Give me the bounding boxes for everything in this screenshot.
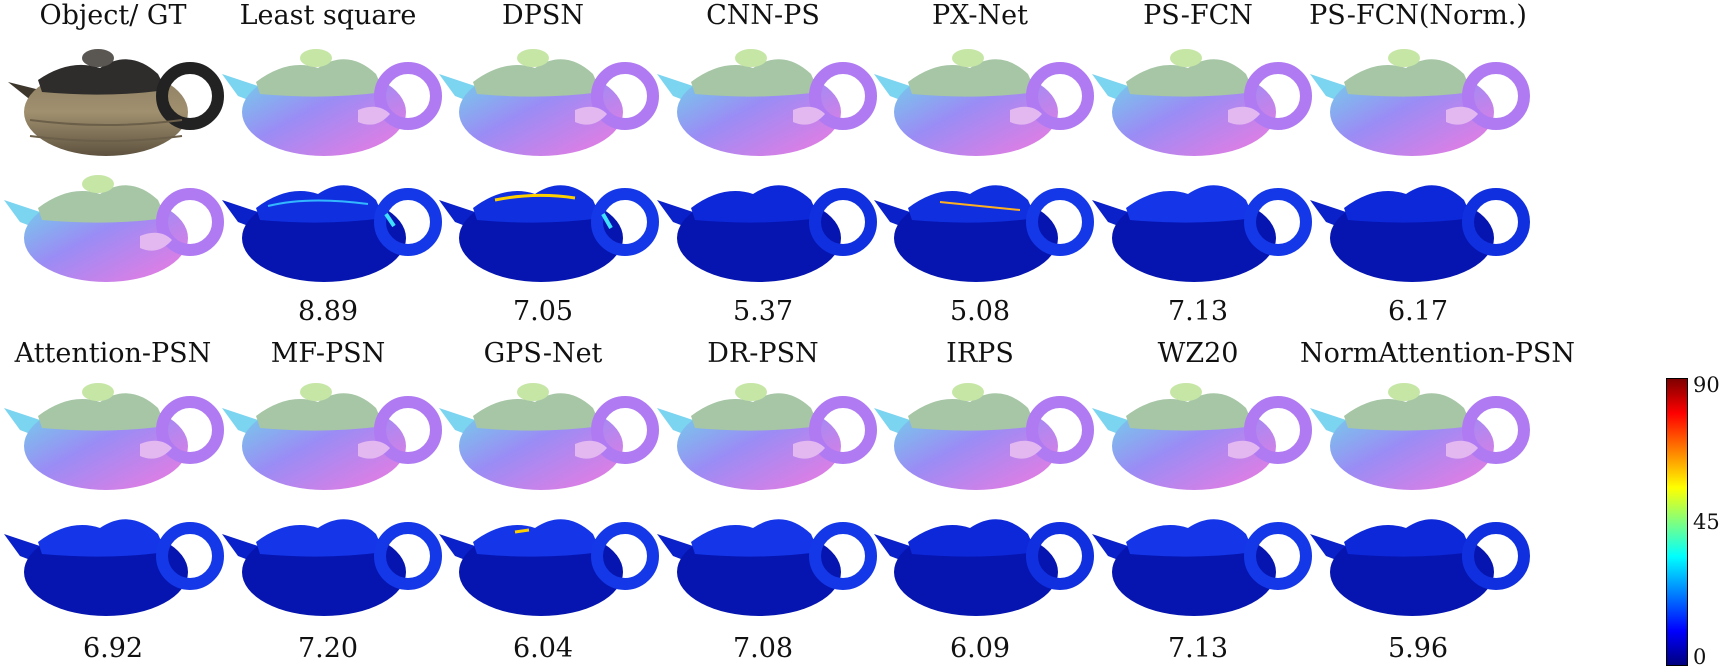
error-map: [1078, 166, 1314, 284]
error-map: [425, 500, 661, 618]
normal-map: [1078, 40, 1314, 158]
error-map: [643, 166, 879, 284]
col-title: DR-PSN: [707, 338, 819, 369]
error-value: 7.13: [1167, 633, 1229, 664]
normal-map: [425, 374, 661, 492]
col-title: CNN-PS: [706, 0, 820, 31]
error-map: [860, 500, 1096, 618]
error-value: 6.04: [512, 633, 574, 664]
col-title: Least square: [239, 0, 417, 31]
col-title: DPSN: [502, 0, 584, 31]
normal-map: [1296, 374, 1532, 492]
error-map: [1296, 166, 1532, 284]
error-map: [1078, 500, 1314, 618]
error-map: [1296, 500, 1532, 618]
normal-map: [208, 374, 444, 492]
col-title: NormAttention-PSN: [1300, 338, 1576, 369]
error-value: 7.05: [512, 296, 574, 327]
error-value: 5.08: [949, 296, 1011, 327]
normal-map: [0, 374, 226, 492]
normal-map: [1078, 374, 1314, 492]
normal-map: [643, 374, 879, 492]
col-title: Attention-PSN: [14, 338, 212, 369]
error-value: 7.20: [297, 633, 359, 664]
error-map: [208, 166, 444, 284]
error-map: [643, 500, 879, 618]
error-value: 7.08: [732, 633, 794, 664]
error-colorbar: [1666, 378, 1688, 666]
col-title: PS-FCN(Norm.): [1309, 0, 1527, 31]
normal-map: [208, 40, 444, 158]
col-title: Object/ GT: [39, 0, 187, 31]
error-value: 8.89: [297, 296, 359, 327]
normal-map: [425, 40, 661, 158]
error-value: 6.92: [82, 633, 144, 664]
error-map: [208, 500, 444, 618]
col-title: PX-Net: [931, 0, 1028, 31]
colorbar-max-label: 90: [1693, 373, 1720, 397]
error-value: 5.96: [1387, 633, 1449, 664]
object-photo: [0, 40, 226, 158]
error-map: [425, 166, 661, 284]
colorbar-mid-label: 45: [1693, 510, 1720, 534]
col-title: MF-PSN: [270, 338, 386, 369]
error-value: 5.37: [732, 296, 794, 327]
col-title: PS-FCN: [1143, 0, 1253, 31]
col-title: IRPS: [946, 338, 1014, 369]
error-map: [0, 500, 226, 618]
normal-map: [643, 40, 879, 158]
colorbar-min-label: 0: [1693, 645, 1707, 669]
error-value: 6.17: [1387, 296, 1449, 327]
error-value: 7.13: [1167, 296, 1229, 327]
normal-map: [860, 374, 1096, 492]
normal-map: [860, 40, 1096, 158]
error-value: 6.09: [949, 633, 1011, 664]
gt-normal-map: [0, 166, 226, 284]
col-title: GPS-Net: [483, 338, 603, 369]
normal-map: [1296, 40, 1532, 158]
col-title: WZ20: [1157, 338, 1239, 369]
error-map: [860, 166, 1096, 284]
